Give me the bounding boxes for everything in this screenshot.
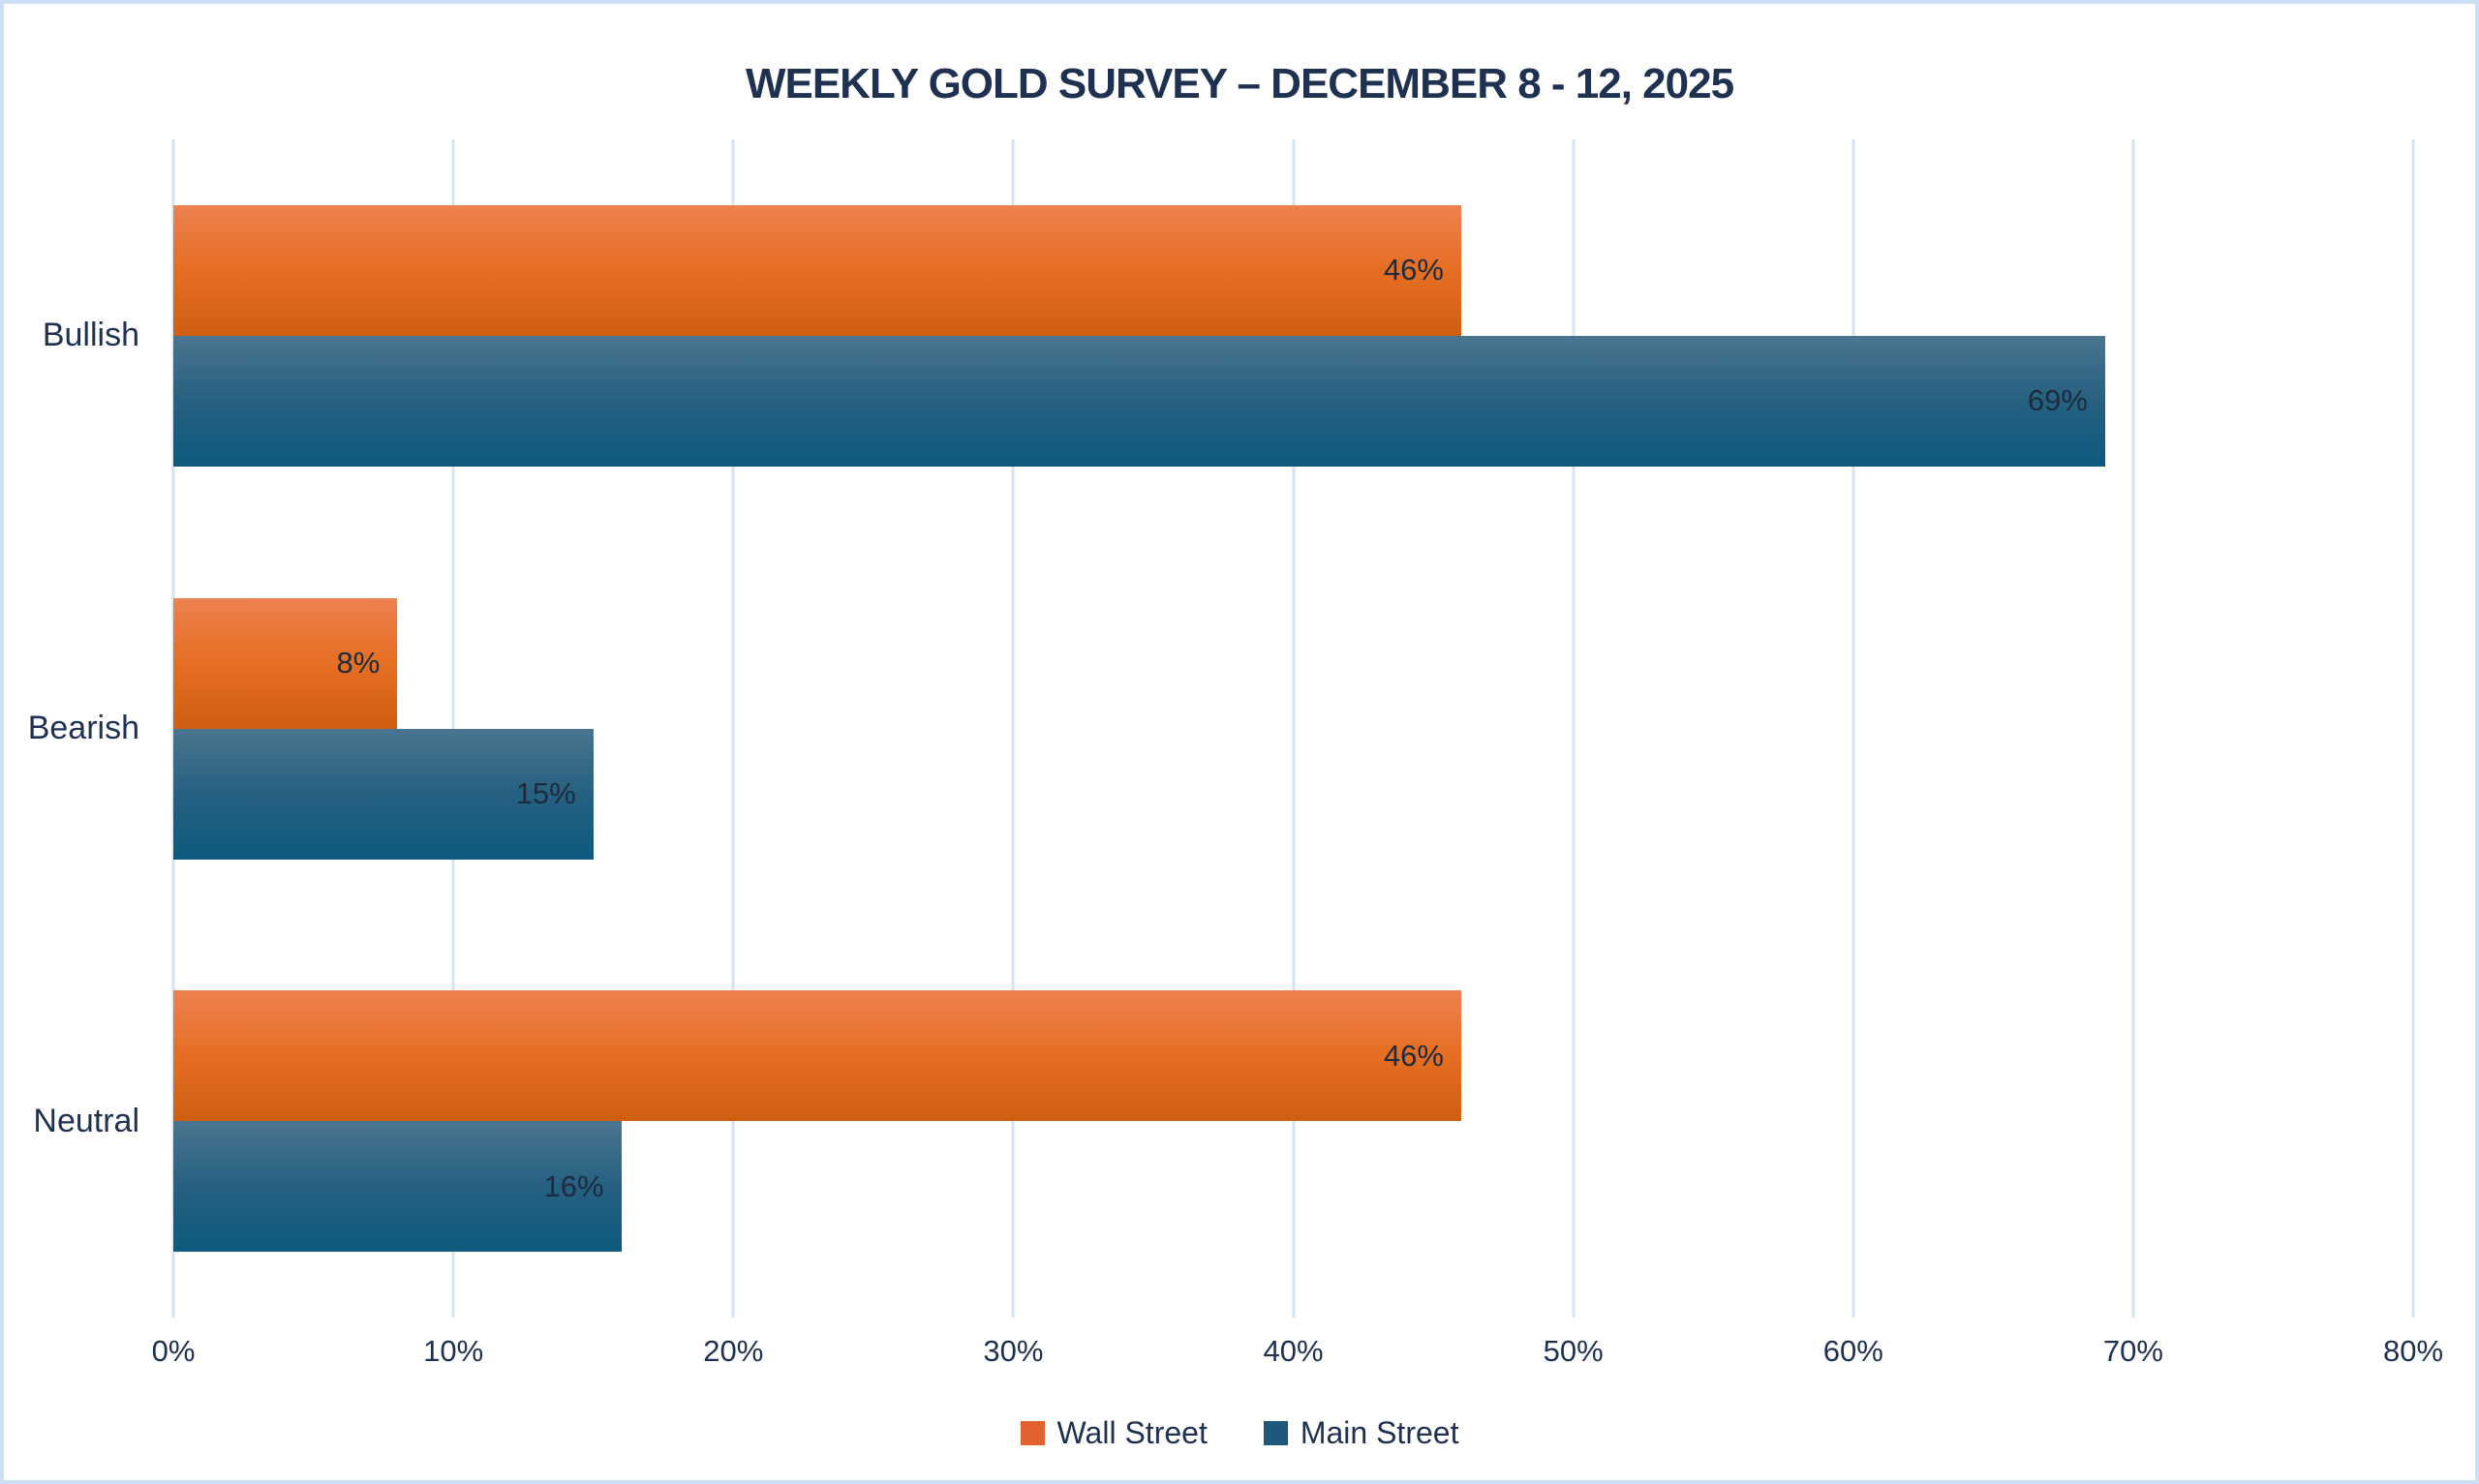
x-tick-label: 60% bbox=[1822, 1334, 1883, 1368]
category-row: 46% 69% bbox=[173, 139, 2413, 532]
plot-area: 46% 69% 8% 15% 46% 16% bbox=[171, 139, 2415, 1317]
gridline bbox=[1852, 139, 1855, 1317]
x-tick-label: 30% bbox=[983, 1334, 1044, 1368]
bar-value-label: 46% bbox=[1383, 253, 1444, 288]
category-row: 46% 16% bbox=[173, 924, 2413, 1317]
x-tick-label: 40% bbox=[1263, 1334, 1324, 1368]
x-tick-label: 0% bbox=[151, 1334, 196, 1368]
x-tick-label: 70% bbox=[2102, 1334, 2163, 1368]
x-tick-label: 10% bbox=[423, 1334, 484, 1368]
legend-item: Main Street bbox=[1263, 1415, 1459, 1451]
legend-label: Main Street bbox=[1300, 1415, 1459, 1450]
bar-value-label: 8% bbox=[336, 646, 381, 680]
bar: 46% bbox=[173, 204, 1461, 336]
legend-label: Wall Street bbox=[1056, 1415, 1208, 1450]
gridline bbox=[1292, 139, 1295, 1317]
bar-rows: 46% 69% 8% 15% 46% 16% bbox=[173, 139, 2413, 1317]
chart-title: WEEKLY GOLD SURVEY – DECEMBER 8 - 12, 20… bbox=[745, 60, 1734, 107]
bar: 8% bbox=[173, 597, 398, 729]
legend-swatch-icon bbox=[1020, 1421, 1045, 1445]
legend-swatch-icon bbox=[1263, 1421, 1288, 1445]
x-tick-label: 80% bbox=[2382, 1334, 2444, 1368]
category-label: Neutral bbox=[33, 1102, 139, 1139]
bar-value-label: 15% bbox=[515, 776, 576, 810]
gridline bbox=[2411, 139, 2415, 1317]
bar-value-label: 69% bbox=[2027, 383, 2088, 418]
gridline bbox=[1011, 139, 1015, 1317]
category-row: 8% 15% bbox=[173, 532, 2413, 925]
gridline bbox=[2131, 139, 2135, 1317]
x-axis: 0% 10% 20% 30% 40% 50% 60% 70% 80% bbox=[152, 1334, 2443, 1378]
gridline bbox=[731, 139, 735, 1317]
legend: Wall Street Main Street bbox=[4, 1415, 2475, 1451]
x-tick-label: 50% bbox=[1543, 1334, 1604, 1368]
y-axis-category-labels: Bullish Bearish Neutral bbox=[4, 139, 139, 1317]
category-label: Bullish bbox=[42, 317, 139, 354]
bar: 16% bbox=[173, 1121, 622, 1253]
category-label: Bearish bbox=[27, 710, 139, 746]
gridline bbox=[1572, 139, 1576, 1317]
bar: 46% bbox=[173, 990, 1461, 1122]
bar: 69% bbox=[173, 335, 2105, 467]
bar-value-label: 16% bbox=[543, 1168, 604, 1203]
bar: 15% bbox=[173, 728, 594, 860]
legend-item: Wall Street bbox=[1020, 1415, 1208, 1451]
x-tick-label: 20% bbox=[703, 1334, 764, 1368]
bar-value-label: 46% bbox=[1383, 1038, 1444, 1073]
